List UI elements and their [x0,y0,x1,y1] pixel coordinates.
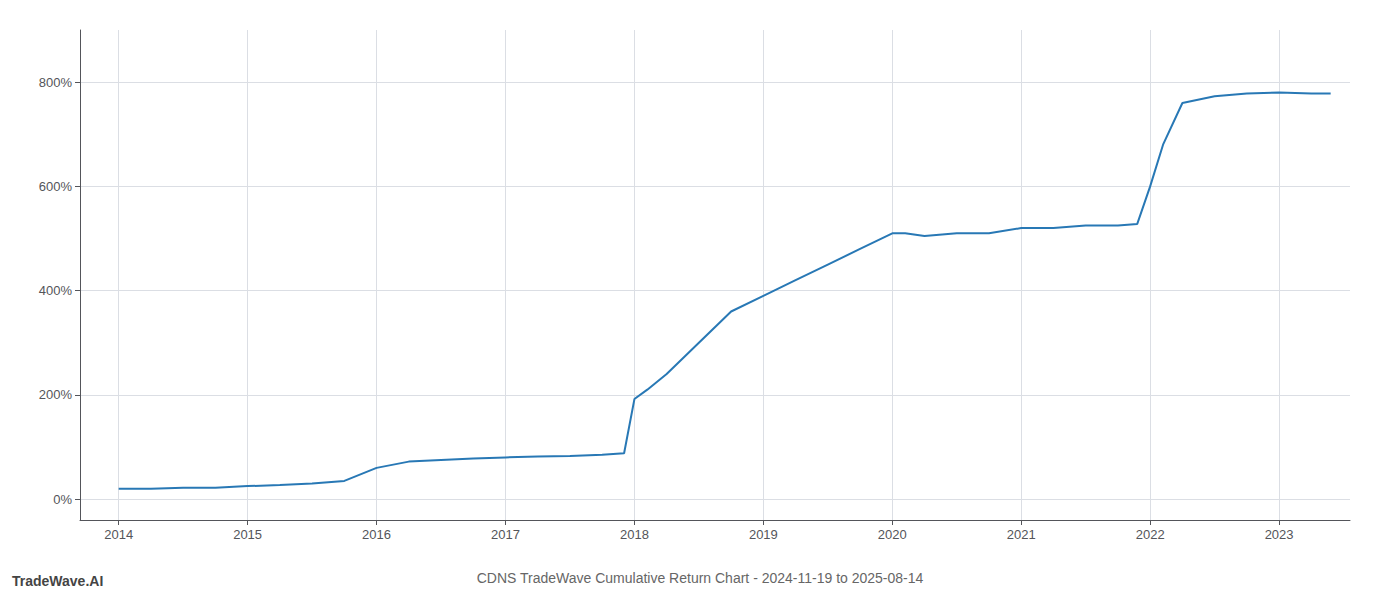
svg-text:2021: 2021 [1007,527,1036,542]
svg-text:2023: 2023 [1265,527,1294,542]
svg-text:CDNS TradeWave Cumulative Retu: CDNS TradeWave Cumulative Return Chart -… [477,570,924,586]
svg-text:0%: 0% [53,492,72,507]
svg-text:2014: 2014 [104,527,133,542]
svg-text:2017: 2017 [491,527,520,542]
svg-text:2016: 2016 [362,527,391,542]
svg-text:400%: 400% [39,283,73,298]
svg-text:200%: 200% [39,387,73,402]
svg-text:600%: 600% [39,179,73,194]
svg-text:2015: 2015 [233,527,262,542]
svg-text:2018: 2018 [620,527,649,542]
svg-text:TradeWave.AI: TradeWave.AI [12,573,103,589]
svg-text:2019: 2019 [749,527,778,542]
svg-text:2022: 2022 [1136,527,1165,542]
svg-text:800%: 800% [39,75,73,90]
svg-text:2020: 2020 [878,527,907,542]
